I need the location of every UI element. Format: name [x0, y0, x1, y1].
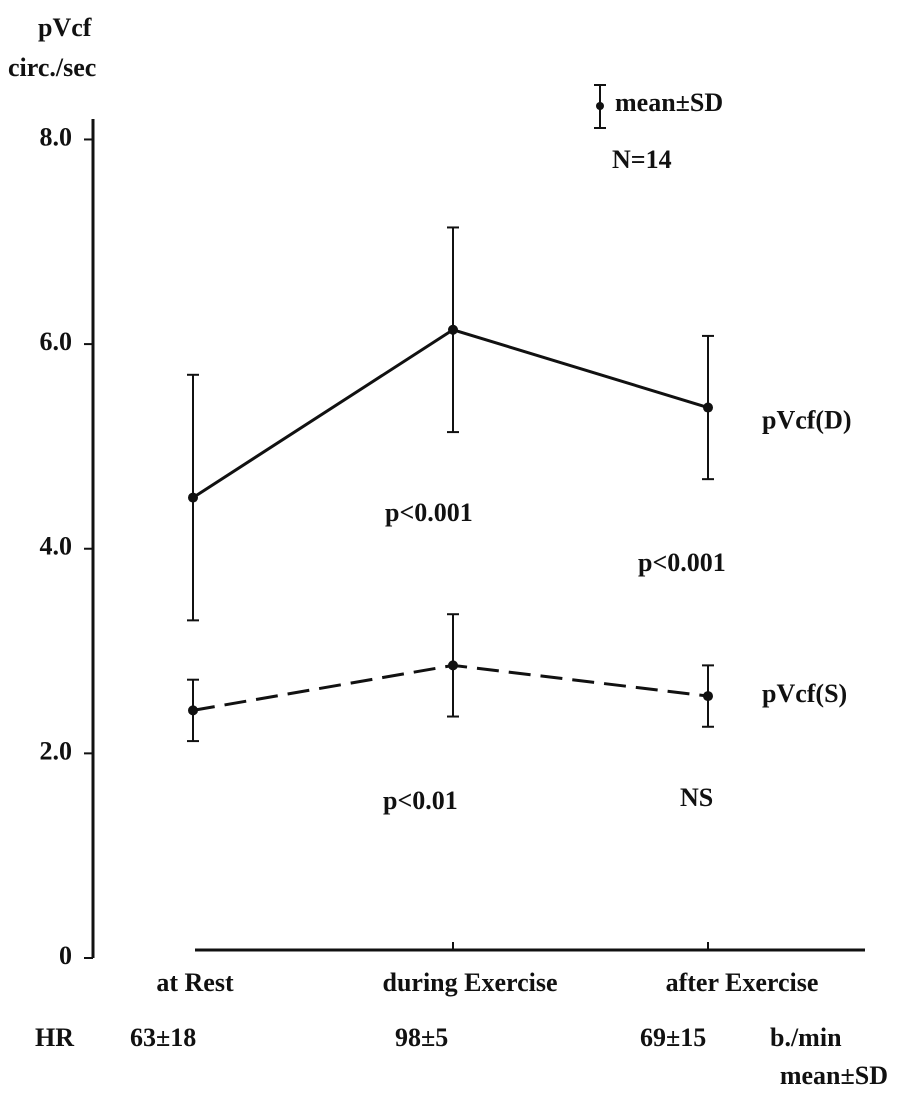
y-axis-label: pVcf [38, 13, 92, 42]
hr-unit: b./min [770, 1023, 842, 1052]
x-tick-label: after Exercise [666, 968, 819, 997]
series-line [192, 328, 709, 499]
x-tick-label: at Rest [156, 968, 234, 997]
y-axis-label: circ./sec [8, 53, 96, 82]
series-label: pVcf(S) [762, 679, 847, 708]
y-tick-label: 6.0 [40, 327, 73, 356]
hr-value: 69±15 [640, 1023, 706, 1052]
hr-value: 98±5 [395, 1023, 448, 1052]
annotation: p<0.001 [638, 548, 726, 577]
point [703, 691, 713, 702]
series-line [192, 663, 709, 712]
point [188, 492, 198, 503]
annotation: NS [680, 783, 713, 812]
x-tick-label: during Exercise [382, 968, 557, 997]
point [448, 660, 458, 671]
hr-note: mean±SD [780, 1061, 888, 1090]
legend-n: N=14 [612, 145, 672, 174]
point [188, 705, 198, 716]
legend-marker [596, 102, 604, 110]
hr-label: HR [35, 1023, 74, 1052]
legend-label: mean±SD [615, 88, 723, 117]
y-tick-label: 0 [59, 941, 72, 970]
y-tick-label: 4.0 [40, 532, 73, 561]
point [703, 402, 713, 413]
y-tick-label: 8.0 [40, 122, 73, 151]
point [448, 324, 458, 335]
series-label: pVcf(D) [762, 406, 852, 435]
hr-value: 63±18 [130, 1023, 196, 1052]
y-tick-label: 2.0 [40, 736, 73, 765]
annotation: p<0.01 [383, 786, 458, 815]
annotation: p<0.001 [385, 498, 473, 527]
